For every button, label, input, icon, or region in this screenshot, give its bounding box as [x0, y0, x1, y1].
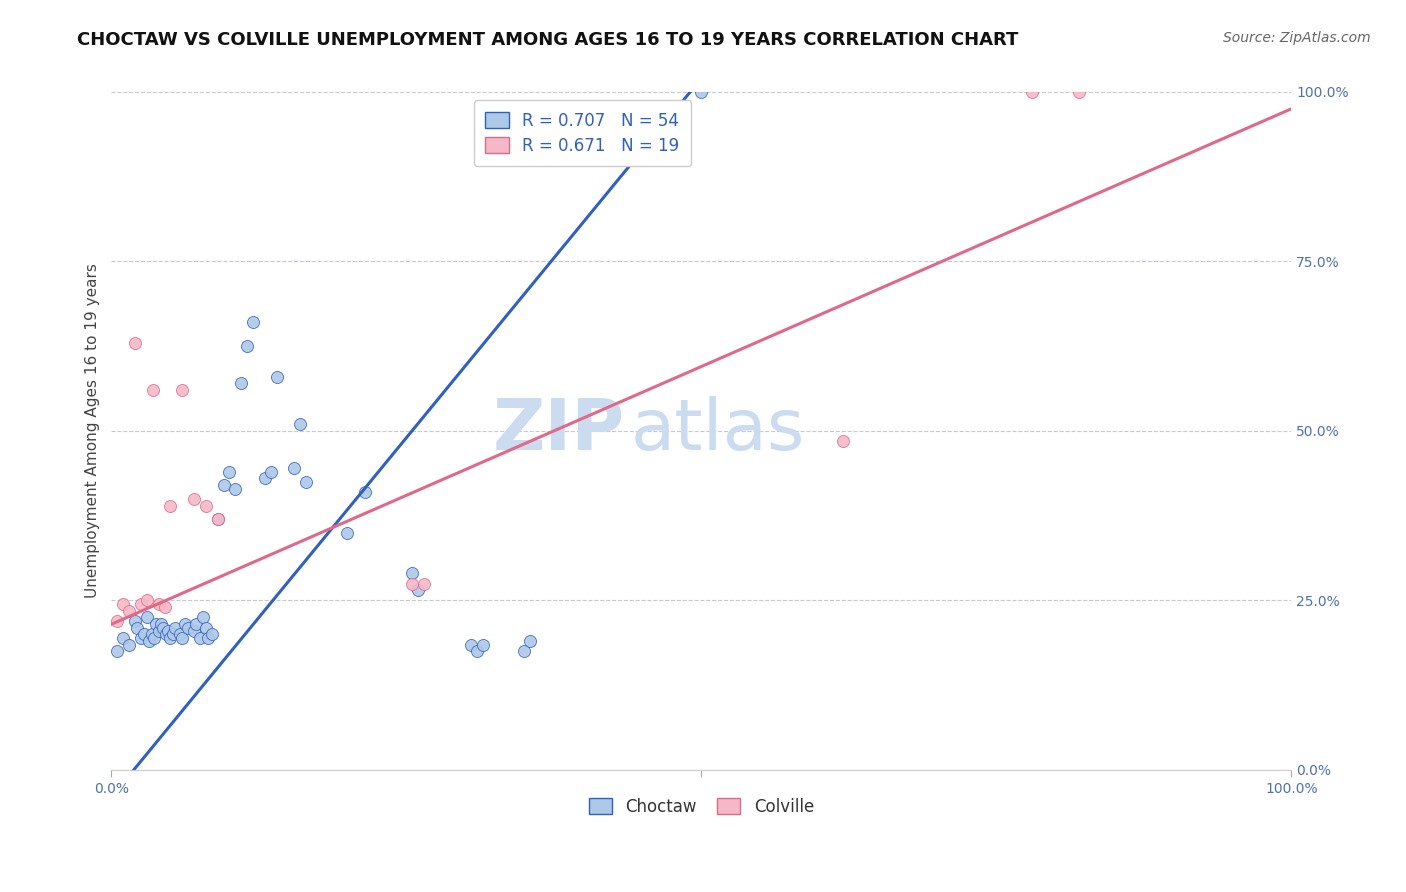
- Point: [207, 512, 229, 526]
- Point: [295, 475, 318, 489]
- Point: [242, 315, 264, 329]
- Point: [157, 624, 180, 638]
- Point: [142, 383, 165, 397]
- Point: [152, 621, 174, 635]
- Text: Source: ZipAtlas.com: Source: ZipAtlas.com: [1223, 31, 1371, 45]
- Point: [194, 621, 217, 635]
- Point: [134, 627, 156, 641]
- Point: [460, 638, 482, 652]
- Point: [260, 465, 283, 479]
- Point: [218, 465, 240, 479]
- Point: [186, 617, 208, 632]
- Point: [172, 631, 194, 645]
- Point: [472, 638, 495, 652]
- Point: [118, 604, 141, 618]
- Point: [129, 597, 152, 611]
- Point: [159, 631, 181, 645]
- Point: [118, 638, 141, 652]
- Point: [105, 644, 128, 658]
- Point: [162, 627, 184, 641]
- Point: [145, 617, 167, 632]
- Point: [135, 593, 157, 607]
- Point: [153, 600, 176, 615]
- Legend: Choctaw, Colville: Choctaw, Colville: [582, 791, 821, 822]
- Point: [290, 417, 312, 432]
- Point: [148, 597, 170, 611]
- Point: [406, 583, 429, 598]
- Point: [183, 624, 205, 638]
- Point: [112, 631, 135, 645]
- Point: [236, 339, 259, 353]
- Point: [1067, 85, 1090, 99]
- Point: [159, 499, 181, 513]
- Point: [519, 634, 541, 648]
- Point: [173, 617, 195, 632]
- Point: [129, 631, 152, 645]
- Point: [177, 621, 200, 635]
- Point: [138, 634, 160, 648]
- Point: [155, 627, 177, 641]
- Point: [283, 461, 305, 475]
- Point: [266, 369, 288, 384]
- Point: [401, 576, 423, 591]
- Point: [197, 631, 219, 645]
- Y-axis label: Unemployment Among Ages 16 to 19 years: Unemployment Among Ages 16 to 19 years: [86, 263, 100, 599]
- Point: [193, 610, 215, 624]
- Point: [142, 631, 165, 645]
- Point: [135, 610, 157, 624]
- Point: [169, 627, 191, 641]
- Point: [832, 434, 855, 449]
- Point: [148, 624, 170, 638]
- Point: [105, 614, 128, 628]
- Point: [224, 482, 246, 496]
- Point: [401, 566, 423, 581]
- Point: [1021, 85, 1043, 99]
- Point: [465, 644, 488, 658]
- Point: [231, 376, 253, 391]
- Point: [172, 383, 194, 397]
- Point: [207, 512, 229, 526]
- Point: [124, 614, 146, 628]
- Point: [690, 85, 713, 99]
- Point: [124, 335, 146, 350]
- Point: [112, 597, 135, 611]
- Point: [354, 485, 377, 500]
- Point: [194, 499, 217, 513]
- Point: [336, 525, 359, 540]
- Point: [188, 631, 211, 645]
- Text: atlas: atlas: [630, 396, 806, 466]
- Point: [253, 471, 276, 485]
- Point: [149, 617, 172, 632]
- Point: [127, 621, 149, 635]
- Text: ZIP: ZIP: [492, 396, 624, 466]
- Point: [212, 478, 235, 492]
- Text: CHOCTAW VS COLVILLE UNEMPLOYMENT AMONG AGES 16 TO 19 YEARS CORRELATION CHART: CHOCTAW VS COLVILLE UNEMPLOYMENT AMONG A…: [77, 31, 1019, 49]
- Point: [413, 576, 436, 591]
- Point: [141, 627, 163, 641]
- Point: [165, 621, 187, 635]
- Point: [183, 491, 205, 506]
- Point: [201, 627, 224, 641]
- Point: [513, 644, 536, 658]
